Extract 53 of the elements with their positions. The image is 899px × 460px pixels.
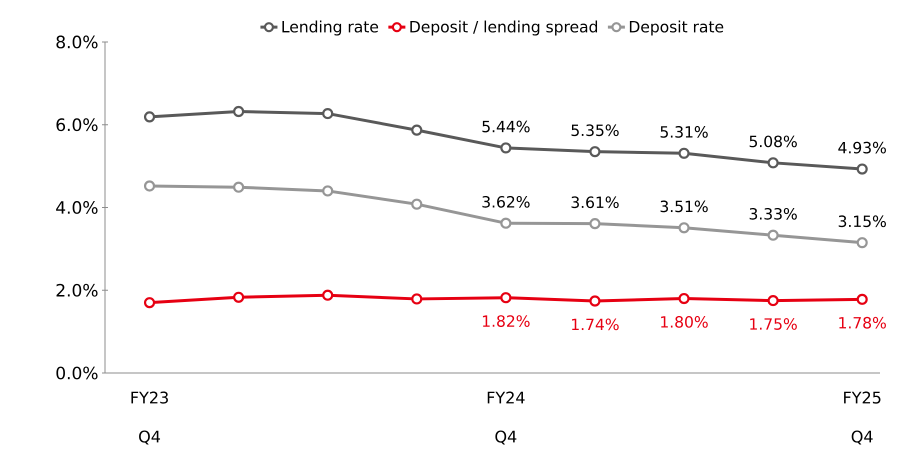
data-label: 1.80% — [661, 316, 708, 328]
data-label: 1.82% — [482, 315, 530, 327]
data-label: 3.62% — [482, 196, 530, 208]
point — [144, 111, 156, 122]
y-tick-label: 0.0% — [56, 366, 98, 380]
point — [500, 142, 512, 154]
data-label: 3.15% — [838, 215, 886, 228]
y-tick-label: 6.0% — [56, 118, 98, 132]
y-tick-label: 2.0% — [56, 284, 98, 297]
point — [768, 295, 779, 306]
point — [144, 297, 156, 308]
data-label: 3.33% — [750, 208, 797, 220]
data-label: 5.35% — [572, 124, 619, 136]
category-label: FY23 Q4 — [131, 392, 168, 444]
point — [144, 180, 156, 192]
legend-label: Deposit / lending spread — [410, 20, 598, 36]
data-label: 5.44% — [482, 120, 530, 132]
data-label: 5.08% — [750, 136, 797, 148]
point — [768, 230, 779, 241]
point — [233, 182, 244, 193]
data-label: 3.51% — [660, 200, 708, 212]
data-label: 1.75% — [750, 318, 797, 330]
category-label: FY25 Q4 — [844, 392, 880, 444]
legend-label: Deposit rate — [630, 20, 724, 36]
point — [589, 295, 601, 307]
point — [322, 185, 334, 197]
y-tick-label: 4.0% — [56, 201, 98, 214]
point — [411, 293, 422, 305]
data-label: 1.78% — [839, 316, 886, 329]
point — [856, 237, 868, 248]
y-tick-label: 8.0% — [56, 36, 98, 48]
data-label: 3.61% — [572, 196, 619, 208]
point — [678, 148, 690, 159]
data-label: 5.31% — [660, 126, 708, 138]
point — [856, 163, 868, 175]
point — [678, 292, 690, 304]
point — [233, 106, 244, 118]
point — [678, 222, 690, 234]
point — [233, 292, 244, 303]
data-label: 4.93% — [838, 142, 886, 154]
legend-label: Lending rate — [282, 20, 378, 36]
point — [500, 292, 512, 304]
point — [322, 290, 334, 301]
point — [589, 146, 601, 158]
data-label: 1.74% — [572, 318, 619, 330]
point — [768, 157, 779, 168]
point — [856, 294, 868, 305]
point — [500, 218, 512, 229]
point — [411, 124, 422, 136]
category-label: FY24 Q4 — [488, 392, 525, 444]
point — [589, 218, 601, 230]
point — [322, 108, 334, 120]
point — [411, 198, 422, 210]
